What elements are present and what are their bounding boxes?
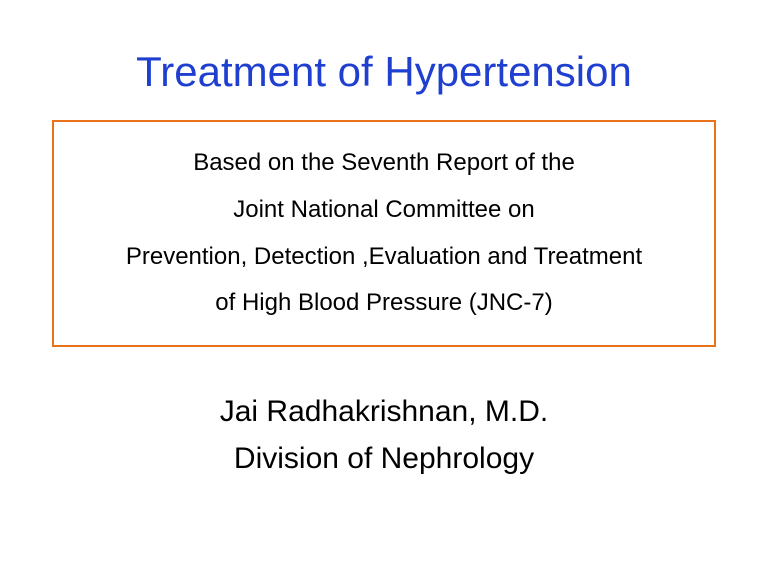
subtitle-box: Based on the Seventh Report of the Joint… bbox=[52, 120, 716, 347]
author-name: Jai Radhakrishnan, M.D. bbox=[0, 389, 768, 436]
subtitle-line: of High Blood Pressure (JNC-7) bbox=[62, 280, 706, 327]
subtitle-line: Based on the Seventh Report of the bbox=[62, 140, 706, 187]
author-block: Jai Radhakrishnan, M.D. Division of Neph… bbox=[0, 389, 768, 482]
slide-title: Treatment of Hypertension bbox=[0, 48, 768, 120]
slide: Treatment of Hypertension Based on the S… bbox=[0, 0, 768, 576]
subtitle-line: Prevention, Detection ,Evaluation and Tr… bbox=[62, 234, 706, 281]
author-affiliation: Division of Nephrology bbox=[0, 436, 768, 483]
subtitle-line: Joint National Committee on bbox=[62, 187, 706, 234]
